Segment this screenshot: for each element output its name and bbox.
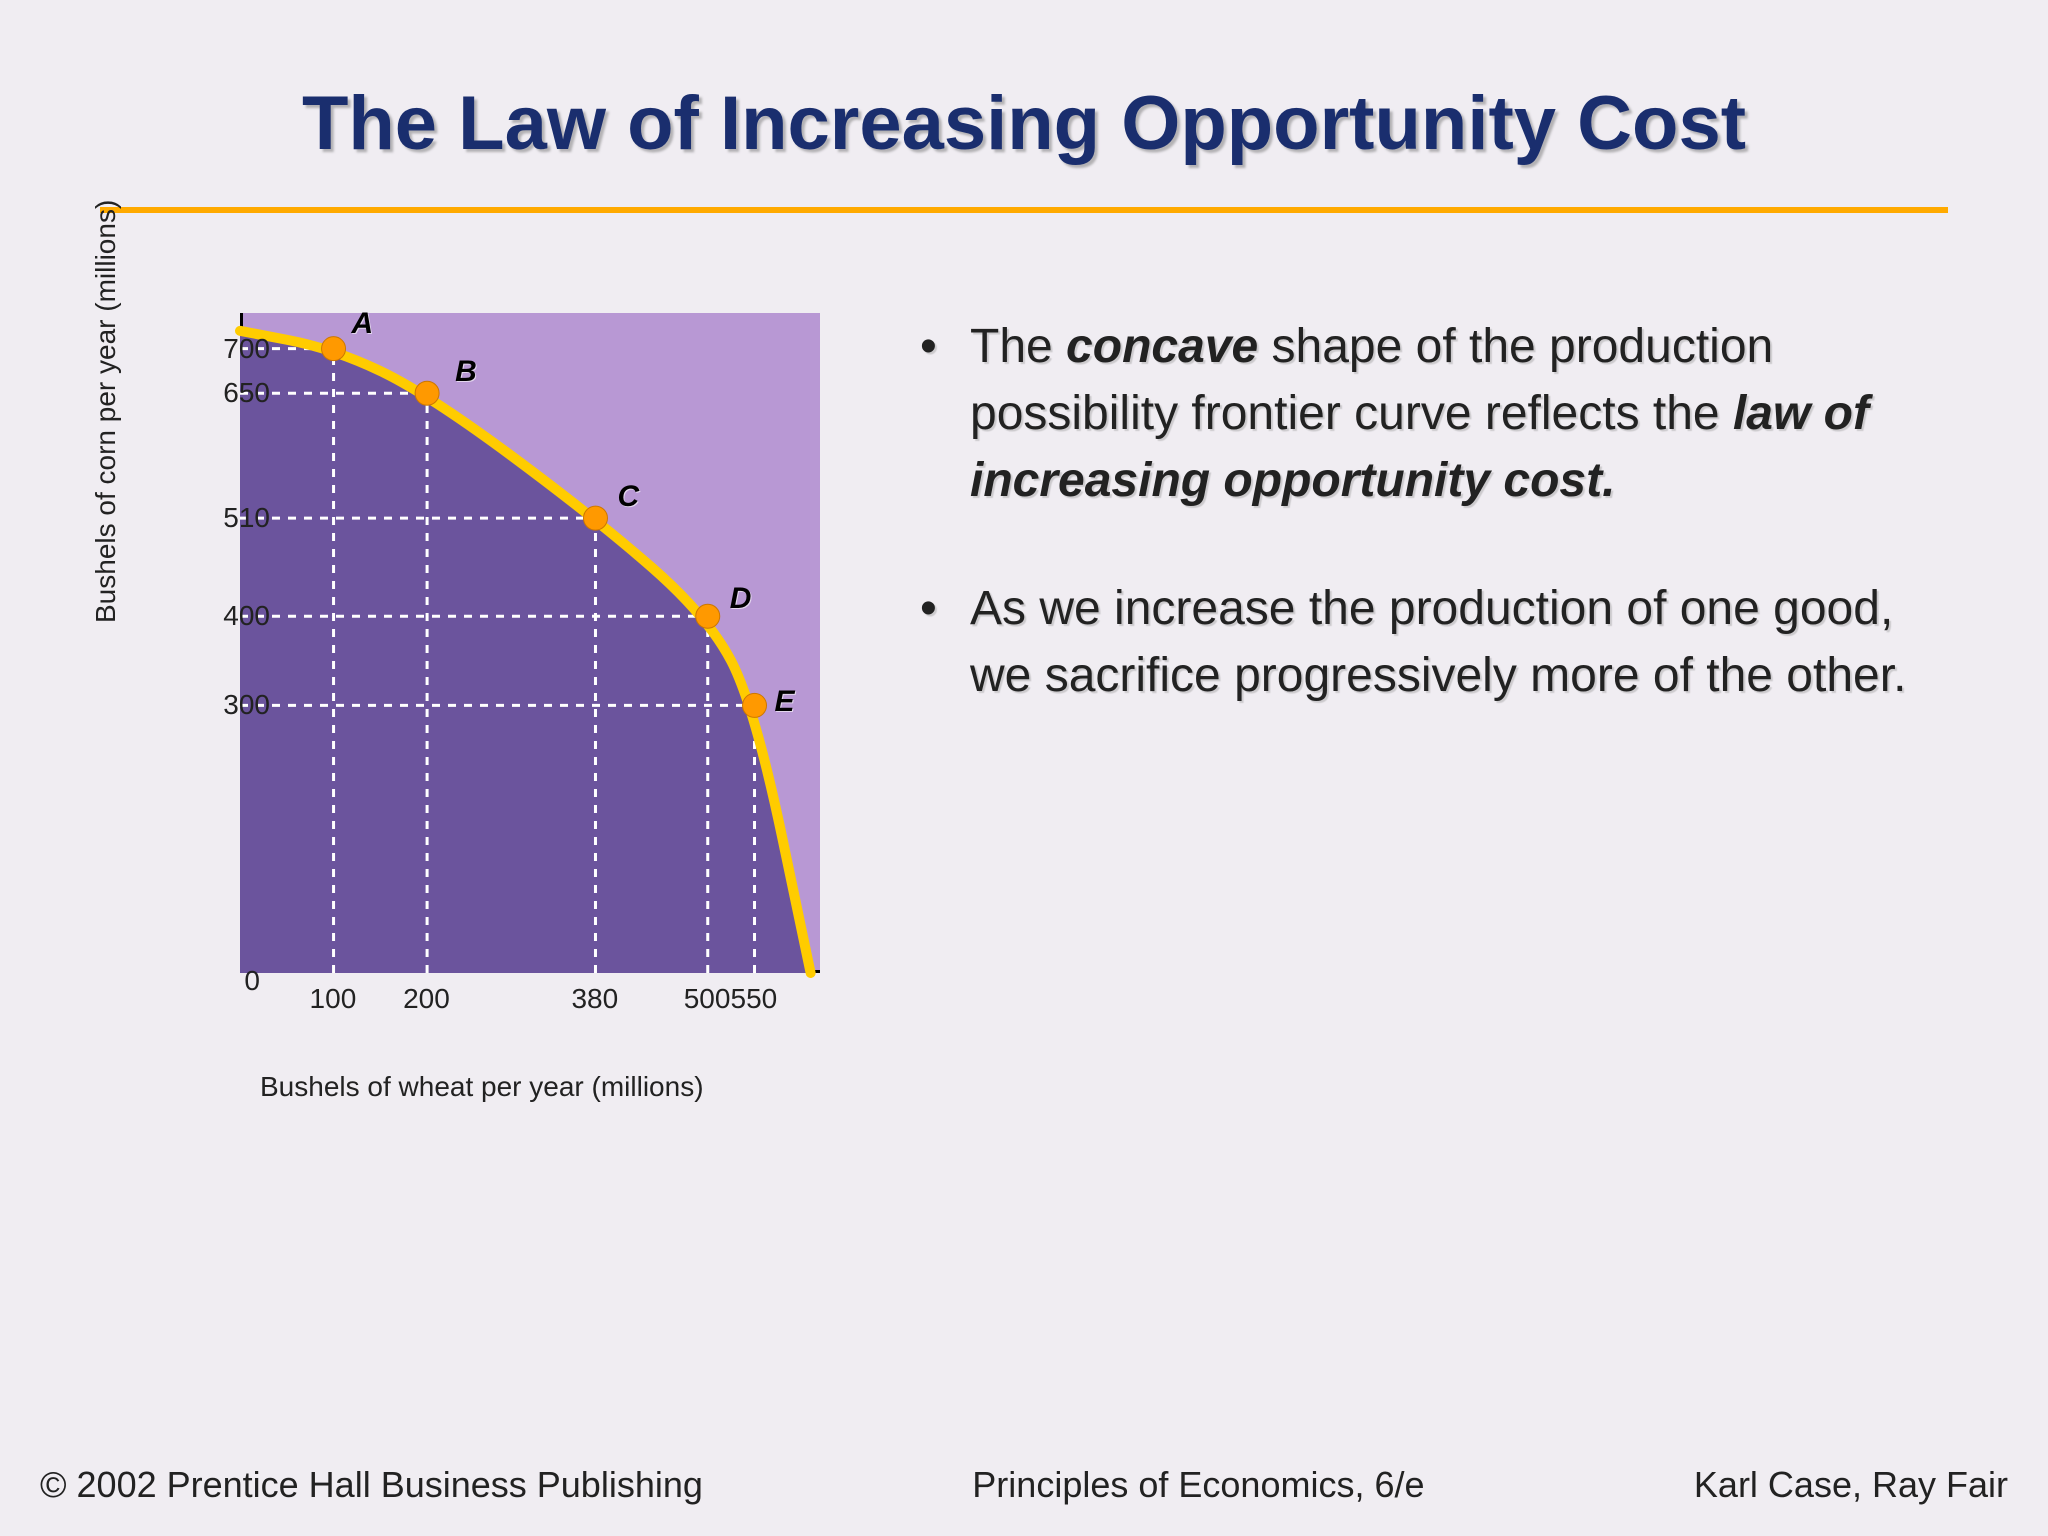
origin-label: 0 [180, 965, 260, 997]
y-axis-label: Bushels of corn per year (millions) [90, 200, 122, 623]
chart-container: Bushels of corn per year (millions) Bush… [100, 293, 860, 1113]
y-tick: 510 [190, 502, 270, 534]
bullet-2: As we increase the production of one goo… [920, 575, 1948, 709]
y-tick: 300 [190, 689, 270, 721]
x-tick: 200 [403, 983, 450, 1015]
footer-center: Principles of Economics, 6/e [972, 1464, 1424, 1506]
chart-svg [240, 313, 820, 973]
bullet-text: The [970, 320, 1066, 373]
footer-left: © 2002 Prentice Hall Business Publishing [40, 1464, 703, 1506]
x-tick: 500 [684, 983, 731, 1015]
x-axis-label: Bushels of wheat per year (millions) [260, 1071, 704, 1103]
x-tick: 100 [310, 983, 357, 1015]
point-label: E [775, 685, 795, 719]
y-tick: 700 [190, 333, 270, 365]
y-tick: 650 [190, 377, 270, 409]
y-tick: 400 [190, 600, 270, 632]
point-label: A [352, 307, 374, 341]
footer-right: Karl Case, Ray Fair [1694, 1464, 2008, 1506]
x-tick: 380 [571, 983, 618, 1015]
bullet-list: The concave shape of the production poss… [920, 293, 1948, 1113]
bullet-emphasis: concave [1066, 320, 1258, 373]
bullet-1: The concave shape of the production poss… [920, 313, 1948, 515]
point-label: B [455, 355, 477, 389]
point-label: C [617, 480, 639, 514]
point-label: D [730, 582, 752, 616]
footer: © 2002 Prentice Hall Business Publishing… [0, 1464, 2048, 1506]
slide-title: The Law of Increasing Opportunity Cost [100, 80, 1948, 167]
divider [100, 207, 1948, 213]
x-tick: 550 [731, 983, 778, 1015]
